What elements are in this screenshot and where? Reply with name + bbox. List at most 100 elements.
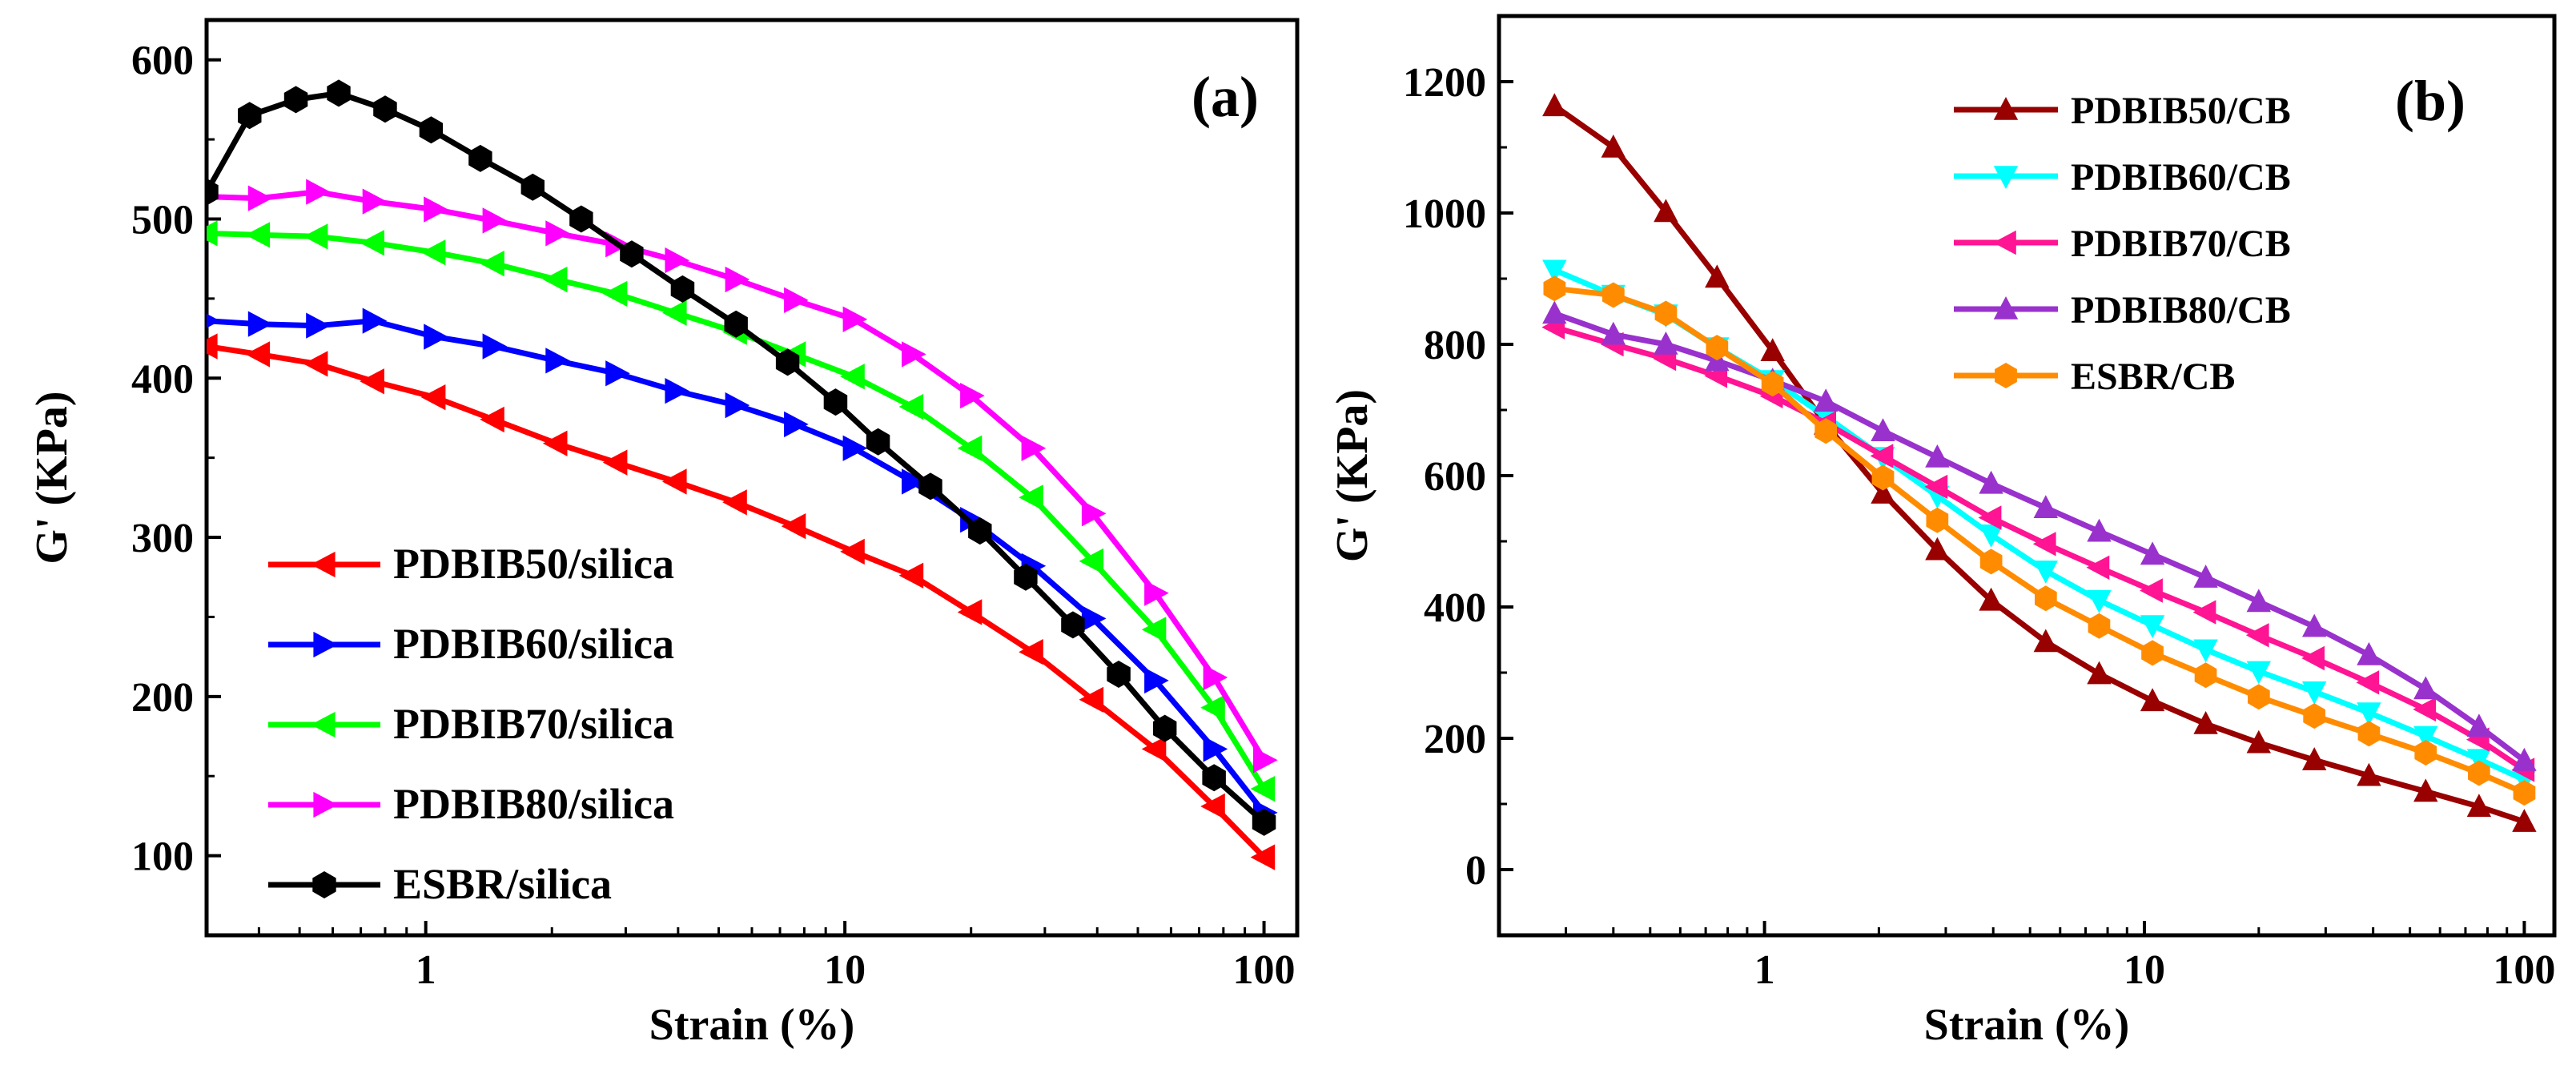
data-point-esbr-cb bbox=[2357, 721, 2381, 747]
data-point-pdbib50-silica bbox=[1019, 639, 1043, 665]
data-point-pdbib70-silica bbox=[420, 239, 446, 266]
data-point-pdbib60-silica bbox=[362, 307, 388, 334]
data-point-pdbib80-cb bbox=[2193, 565, 2218, 588]
data-point-pdbib70-cb bbox=[2245, 623, 2269, 648]
data-point-esbr-silica bbox=[620, 240, 644, 268]
y-tick-label: 1200 bbox=[1403, 60, 1486, 106]
data-point-pdbib50-cb bbox=[2302, 747, 2327, 770]
data-point-esbr-silica bbox=[918, 472, 942, 500]
data-point-pdbib50-cb bbox=[1925, 537, 1950, 561]
plot-frame bbox=[204, 18, 1300, 938]
data-point-pdbib60-cb bbox=[2193, 639, 2218, 663]
data-point-esbr-silica bbox=[468, 144, 492, 172]
data-point-esbr-cb bbox=[2194, 662, 2217, 689]
data-point-esbr-cb bbox=[1654, 300, 1678, 327]
data-point-esbr-silica bbox=[207, 178, 219, 206]
legend-marker bbox=[311, 551, 336, 578]
data-point-pdbib70-silica bbox=[1250, 776, 1276, 802]
legend-marker bbox=[311, 711, 336, 738]
data-point-pdbib80-cb bbox=[1925, 444, 1950, 468]
legend-marker bbox=[312, 871, 336, 898]
data-point-esbr-silica bbox=[1153, 714, 1177, 742]
series-pdbib50-silica bbox=[207, 333, 1276, 870]
data-point-pdbib70-silica bbox=[602, 280, 628, 307]
data-point-pdbib80-cb bbox=[2357, 641, 2381, 665]
data-point-pdbib50-silica bbox=[542, 430, 568, 456]
data-point-pdbib50-silica bbox=[303, 351, 328, 377]
series-esbr-cb bbox=[1543, 275, 2536, 806]
data-point-pdbib50-cb bbox=[2193, 711, 2218, 734]
data-point-pdbib50-cb bbox=[2357, 762, 2381, 786]
data-point-pdbib50-silica bbox=[722, 489, 747, 516]
data-point-esbr-cb bbox=[1979, 549, 2003, 575]
data-point-pdbib80-silica bbox=[1081, 500, 1107, 527]
data-point-pdbib60-silica bbox=[960, 507, 985, 533]
data-point-pdbib80-silica bbox=[306, 179, 331, 205]
data-point-pdbib80-silica bbox=[1253, 747, 1278, 774]
data-point-pdbib50-cb bbox=[2246, 729, 2271, 754]
data-point-pdbib70-silica bbox=[303, 223, 328, 250]
data-point-pdbib50-cb bbox=[1871, 480, 1895, 504]
data-point-esbr-cb bbox=[1602, 282, 1625, 308]
series-pdbib50-cb bbox=[1542, 93, 2537, 832]
data-point-pdbib50-cb bbox=[2033, 629, 2058, 653]
data-point-esbr-silica bbox=[823, 388, 848, 416]
data-point-pdbib70-cb bbox=[2140, 578, 2163, 603]
data-point-esbr-cb bbox=[1761, 371, 1784, 397]
series-pdbib80-silica bbox=[207, 179, 1278, 774]
data-point-pdbib70-silica bbox=[1141, 617, 1167, 643]
y-tick-label: 100 bbox=[131, 834, 194, 880]
data-point-pdbib50-silica bbox=[1141, 736, 1167, 762]
data-point-pdbib60-silica bbox=[665, 378, 689, 404]
data-point-pdbib70-silica bbox=[542, 266, 568, 293]
y-tick-label: 0 bbox=[1465, 848, 1486, 894]
legend-label: ESBR/silica bbox=[393, 860, 612, 908]
data-point-pdbib70-silica bbox=[1200, 694, 1225, 721]
data-point-pdbib60-silica bbox=[1144, 667, 1169, 694]
legend-label: PDBIB50/CB bbox=[2071, 90, 2291, 132]
data-point-pdbib70-cb bbox=[1870, 444, 1894, 468]
data-point-pdbib70-cb bbox=[1978, 505, 2002, 530]
data-point-esbr-cb bbox=[2303, 703, 2325, 729]
legend-label: PDBIB80/silica bbox=[393, 780, 674, 828]
data-point-pdbib80-silica bbox=[784, 287, 809, 313]
x-tick-label: 1 bbox=[1754, 947, 1775, 993]
data-point-pdbib80-cb bbox=[1601, 321, 1626, 345]
data-point-pdbib70-silica bbox=[1019, 484, 1043, 511]
data-point-pdbib80-silica bbox=[1203, 664, 1228, 691]
data-point-pdbib60-silica bbox=[605, 360, 630, 387]
data-point-pdbib70-silica bbox=[360, 230, 384, 256]
legend: PDBIB50/silica PDBIB60/silica PDBIB70/sili… bbox=[268, 540, 674, 908]
data-point-esbr-cb bbox=[1814, 418, 1837, 444]
data-point-esbr-silica bbox=[1107, 661, 1131, 688]
data-point-pdbib50-silica bbox=[207, 333, 218, 360]
data-point-pdbib50-silica bbox=[1250, 844, 1276, 870]
data-point-pdbib70-silica bbox=[957, 435, 983, 461]
y-tick-label: 300 bbox=[131, 516, 194, 561]
data-point-esbr-silica bbox=[724, 310, 748, 338]
data-point-pdbib70-cb bbox=[1924, 474, 1948, 500]
data-point-pdbib60-cb bbox=[2140, 615, 2165, 638]
legend-label: PDBIB60/silica bbox=[393, 620, 674, 668]
data-point-pdbib70-silica bbox=[840, 364, 865, 390]
data-point-pdbib80-cb bbox=[2302, 613, 2327, 637]
series-line-pdbib50-silica bbox=[207, 344, 1267, 860]
data-point-pdbib60-silica bbox=[1203, 736, 1228, 762]
data-point-pdbib80-cb bbox=[2466, 713, 2492, 737]
y-tick-label: 400 bbox=[131, 356, 194, 402]
data-point-pdbib60-cb bbox=[1979, 524, 2003, 548]
data-point-pdbib80-cb bbox=[1979, 470, 2003, 494]
data-point-pdbib70-cb bbox=[2356, 670, 2380, 695]
data-point-pdbib80-silica bbox=[960, 383, 985, 409]
data-point-pdbib50-cb bbox=[1654, 199, 1678, 223]
data-point-pdbib80-silica bbox=[482, 207, 508, 234]
data-point-pdbib50-silica bbox=[662, 468, 687, 495]
data-point-pdbib70-silica bbox=[898, 393, 924, 420]
data-point-esbr-cb bbox=[2088, 613, 2111, 639]
data-point-pdbib50-cb bbox=[2413, 778, 2438, 802]
data-point-esbr-silica bbox=[238, 102, 262, 130]
data-point-pdbib70-cb bbox=[2192, 600, 2216, 625]
data-point-pdbib50-cb bbox=[1601, 135, 1626, 158]
data-point-pdbib50-cb bbox=[1705, 264, 1730, 288]
